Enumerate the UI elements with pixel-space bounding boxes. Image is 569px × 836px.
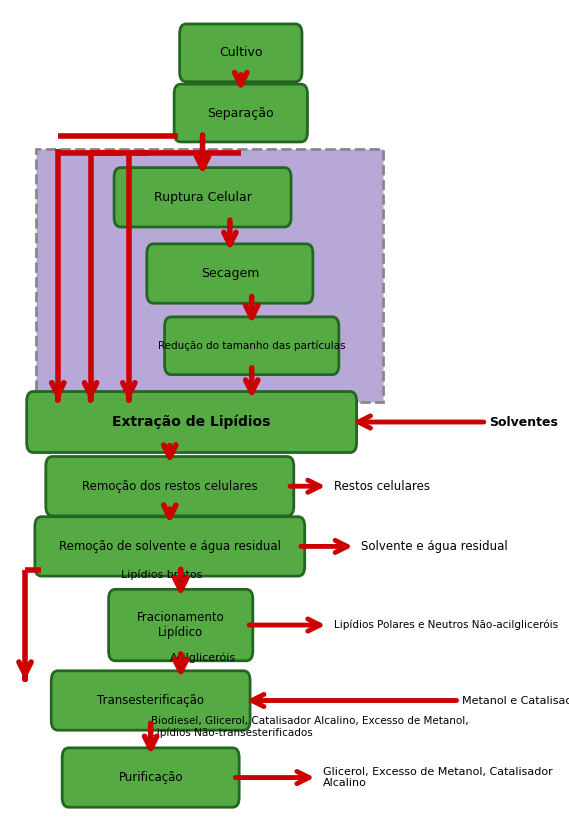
Text: Redução do tamanho das partículas: Redução do tamanho das partículas (158, 340, 345, 351)
Text: Ruptura Celular: Ruptura Celular (154, 191, 251, 204)
Text: Metanol e Catalisador Alcalino: Metanol e Catalisador Alcalino (462, 696, 569, 706)
Text: Restos celulares: Restos celulares (333, 480, 430, 492)
Text: Transesterificação: Transesterificação (97, 694, 204, 707)
Text: Fracionamento
Lipídico: Fracionamento Lipídico (137, 611, 225, 639)
Text: Acilgliceróis: Acilgliceróis (170, 653, 236, 663)
Text: Remoção de solvente e água residual: Remoção de solvente e água residual (59, 540, 281, 553)
Text: Separação: Separação (208, 106, 274, 120)
Text: Cultivo: Cultivo (219, 46, 262, 59)
Text: Biodiesel, Glicerol, Catalisador Alcalino, Excesso de Metanol,
Lipídios Não-tran: Biodiesel, Glicerol, Catalisador Alcalin… (151, 716, 468, 738)
FancyBboxPatch shape (114, 167, 291, 227)
FancyBboxPatch shape (27, 391, 357, 452)
FancyBboxPatch shape (46, 456, 294, 516)
FancyBboxPatch shape (180, 24, 302, 82)
Text: Solventes: Solventes (489, 415, 558, 429)
Text: Glicerol, Excesso de Metanol, Catalisador
Alcalino: Glicerol, Excesso de Metanol, Catalisado… (323, 767, 552, 788)
FancyBboxPatch shape (36, 149, 383, 402)
FancyBboxPatch shape (174, 84, 307, 142)
Text: Extração de Lipídios: Extração de Lipídios (113, 415, 271, 429)
Text: Lipídios Polares e Neutros Não-acilgliceróis: Lipídios Polares e Neutros Não-acilglice… (333, 619, 558, 630)
Text: Purificação: Purificação (118, 771, 183, 784)
FancyBboxPatch shape (35, 517, 305, 576)
FancyBboxPatch shape (51, 670, 250, 730)
FancyBboxPatch shape (109, 589, 253, 660)
Text: Lipídios brutos: Lipídios brutos (121, 569, 202, 580)
FancyBboxPatch shape (164, 317, 339, 375)
Text: Remoção dos restos celulares: Remoção dos restos celulares (82, 480, 258, 492)
FancyBboxPatch shape (62, 748, 239, 808)
FancyBboxPatch shape (147, 244, 313, 303)
Text: Solvente e água residual: Solvente e água residual (361, 540, 508, 553)
Text: Secagem: Secagem (201, 267, 259, 280)
